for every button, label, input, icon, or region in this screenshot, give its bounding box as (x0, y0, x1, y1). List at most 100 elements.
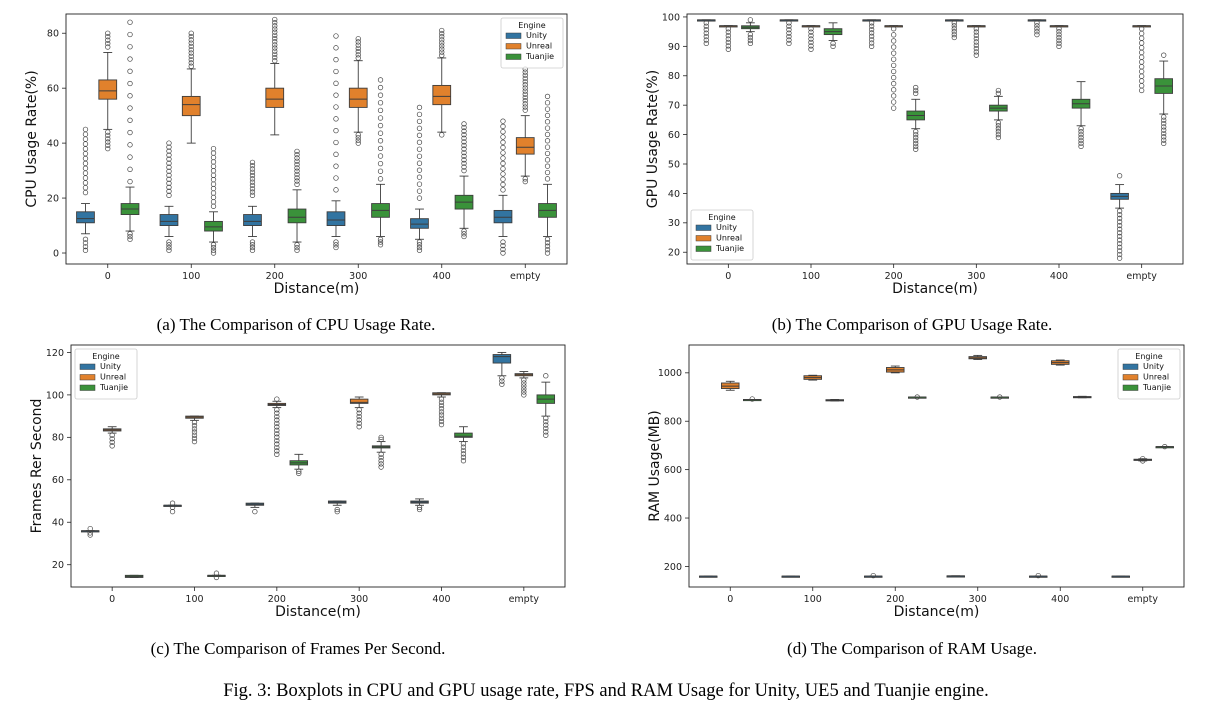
outlier-point (1116, 237, 1123, 243)
outlier-point (438, 396, 445, 402)
outlier-point (1035, 572, 1041, 579)
iqr-box (243, 214, 262, 226)
outlier-point (272, 32, 278, 38)
outlier-point (995, 134, 1002, 141)
outlier-point (188, 43, 194, 50)
outlier-point (891, 38, 897, 44)
fps-box-unity (80, 525, 100, 538)
ram-plot: 200 400 600 800 1000 0 100 200 300 400 empty Distan… (647, 344, 1185, 620)
outlier-point (378, 454, 384, 461)
outlier-point (272, 58, 278, 64)
outlier-point (416, 195, 423, 201)
cpu-xtick-label: 400 (433, 271, 451, 282)
outlier-point (82, 165, 89, 171)
outlier-point (296, 468, 302, 474)
outlier-point (82, 240, 89, 246)
outlier-point (105, 142, 111, 148)
outlier-point (272, 42, 278, 48)
outlier-point (522, 88, 528, 94)
outlier-point (333, 139, 339, 146)
outlier-point (272, 29, 278, 35)
cpu-box-unreal (98, 30, 118, 152)
outlier-point (249, 239, 256, 245)
outlier-point (210, 247, 217, 253)
outlier-point (188, 33, 194, 40)
ram-box-tuanjie (1155, 443, 1174, 450)
outlier-point (891, 68, 897, 75)
cpu-xtick-label: 0 (105, 271, 111, 282)
outlier-point (951, 28, 957, 35)
outlier-point (1078, 143, 1084, 150)
outlier-point (127, 31, 133, 38)
ram-axes-frame (688, 344, 1185, 588)
outlier-point (1161, 137, 1167, 143)
outlier-point (355, 132, 361, 138)
legend-swatch-unreal (505, 43, 522, 50)
subplot-b-caption: (b) The Comparison of GPU Usage Rate. (772, 315, 1053, 334)
outlier-point (333, 244, 339, 251)
outlier-point (377, 115, 384, 121)
legend-label-tuanjie: Tuanjie (1142, 383, 1171, 392)
outlier-point (416, 239, 423, 245)
outlier-point (461, 132, 467, 138)
outlier-point (210, 145, 217, 152)
outlier-point (891, 74, 897, 81)
ram-box-tuanjie (990, 394, 1010, 400)
outlier-point (294, 242, 300, 248)
outlier-point (294, 244, 300, 251)
gpu-ytick-label: 40 (668, 189, 680, 200)
gpu-xtick-label: 200 (885, 271, 903, 282)
outlier-point (1034, 26, 1040, 32)
outlier-point (1139, 54, 1145, 60)
outlier-point (82, 247, 89, 253)
outlier-point (377, 130, 384, 136)
iqr-box (181, 95, 201, 117)
outlier-point (891, 99, 897, 105)
outlier-point (1139, 64, 1145, 70)
ram-ytick-label: 200 (664, 562, 682, 573)
outlier-point (249, 247, 256, 253)
ram-box-unity (1111, 575, 1130, 578)
outlier-point (913, 140, 919, 147)
gpu-box-tuanjie (741, 17, 760, 47)
ram-box-unreal (1050, 359, 1070, 366)
fps-xtick-label: 100 (185, 594, 203, 605)
outlier-point (1116, 219, 1123, 225)
legend-swatch-tuanjie (505, 53, 522, 60)
outlier-point (1116, 173, 1123, 179)
ram-box-tuanjie (825, 399, 845, 402)
outlier-point (105, 136, 111, 142)
outlier-point (522, 94, 528, 101)
cpu-y-axis-label: CPU Usage Rate(%) (24, 70, 40, 207)
outlier-point (786, 30, 792, 36)
ram-box-unity (1028, 572, 1048, 579)
fps-ytick-label: 20 (52, 560, 64, 571)
outlier-point (500, 250, 506, 256)
ram-ytick-label: 400 (664, 513, 682, 524)
outlier-point (1116, 248, 1123, 254)
outlier-point (166, 176, 172, 182)
outlier-point (543, 418, 549, 425)
iqr-box (432, 84, 452, 106)
outlier-point (913, 131, 919, 138)
outlier-point (188, 40, 194, 46)
outlier-point (1161, 134, 1167, 140)
outlier-point (973, 29, 979, 35)
outlier-point (461, 139, 467, 145)
outlier-point (461, 142, 467, 149)
legend-swatch-unreal (1122, 374, 1139, 381)
gpu-y-axis-label: GPU Usage Rate(%) (645, 70, 661, 208)
outlier-point (169, 504, 176, 511)
outlier-point (747, 34, 754, 41)
outlier-point (725, 46, 731, 52)
outlier-point (294, 148, 300, 155)
outlier-point (333, 68, 339, 75)
cpu-ytick-label: 80 (47, 29, 59, 40)
outlier-point (127, 93, 133, 99)
outlier-point (808, 43, 814, 49)
legend-swatch-tuanjie (1122, 384, 1139, 391)
outlier-point (438, 418, 445, 425)
outlier-point (500, 123, 506, 130)
outlier-point (82, 160, 89, 167)
